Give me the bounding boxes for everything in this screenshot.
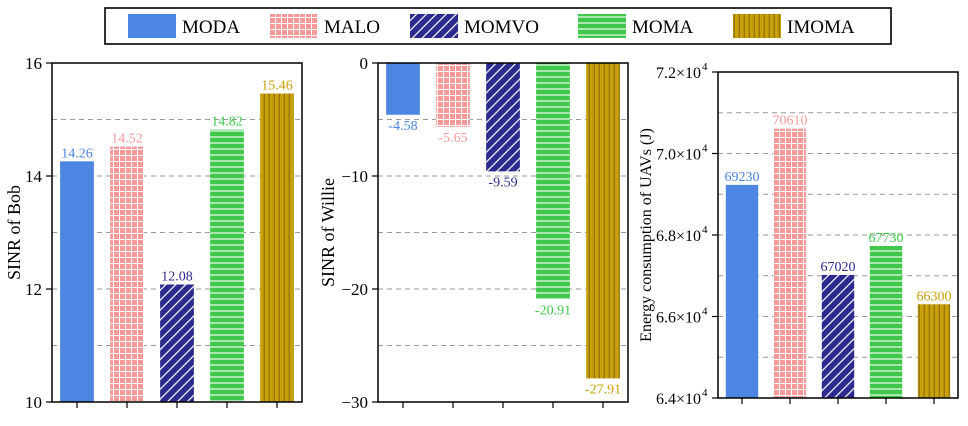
legend-swatch-momvo (410, 14, 458, 38)
y-tick-exponent: 4 (702, 224, 708, 236)
chart-panel-2: -4.58 -5.65 -9.59 -20.91 -27.91 0 −10 −20 −30 SIN… (318, 54, 629, 412)
bar-momvo (486, 63, 520, 172)
bar-imoma (917, 304, 951, 398)
data-label-momvo: -9.59 (488, 175, 517, 190)
data-label-moma: 14.82 (211, 115, 243, 130)
y-tick-label: 7.0×10 (656, 147, 701, 164)
bar-imoma (260, 93, 294, 402)
data-label-moma: -20.91 (535, 303, 571, 318)
data-label-imoma: 15.46 (261, 79, 293, 94)
y-tick-exponent: 4 (702, 387, 708, 399)
y-tick-label: 16 (25, 54, 42, 73)
legend-swatch-moda (128, 14, 176, 38)
legend-swatch-malo (270, 14, 318, 38)
bar-malo (773, 128, 807, 398)
legend-label-moda: MODA (182, 17, 240, 38)
y-axis-label: SINR of Willie (318, 178, 338, 287)
legend-swatch-imoma (733, 14, 781, 38)
bar-momvo (821, 274, 855, 398)
y-tick-exponent: 4 (702, 143, 708, 155)
bar-malo (436, 63, 470, 127)
panels: 14.26 14.52 12.08 14.82 15.46 10 12 14 16 SINR of… (4, 54, 959, 412)
bar-moma (869, 246, 903, 398)
y-axis-label: SINR of Bob (4, 185, 24, 280)
bar-malo (110, 146, 144, 402)
data-label-momvo: 67020 (821, 260, 856, 275)
data-label-imoma: 66300 (917, 289, 952, 304)
y-tick-label: 6.4×10 (656, 391, 701, 408)
y-tick-label: 7.2×10 (656, 65, 701, 82)
data-label-moda: 69230 (725, 170, 760, 185)
y-axis-label: Energy consumption of UAVs (J) (638, 128, 655, 342)
y-tick-label: 12 (25, 280, 42, 299)
legend-label-momvo: MOMVO (464, 17, 539, 38)
bar-momvo (160, 284, 194, 402)
data-label-moda: -4.58 (388, 119, 417, 134)
bar-moda (60, 161, 94, 402)
y-tick-label: −10 (341, 167, 368, 186)
legend: MODA MALO MOMVO MOMA IMOMA (104, 7, 892, 45)
y-tick-label: 10 (25, 393, 42, 412)
data-label-imoma: -27.91 (585, 382, 621, 397)
data-label-moma: 67730 (869, 231, 904, 246)
y-tick-label: 0 (360, 54, 369, 73)
data-label-malo: 14.52 (111, 132, 143, 147)
data-label-momvo: 12.08 (161, 269, 193, 284)
legend-label-moma: MOMA (632, 17, 694, 38)
y-tick-label: 6.8×10 (656, 228, 701, 245)
y-tick-exponent: 4 (702, 306, 708, 318)
bar-moma (536, 63, 570, 300)
data-label-malo: -5.65 (438, 131, 467, 146)
bar-moma (210, 129, 244, 403)
data-label-malo: 70610 (773, 114, 808, 129)
chart-panel-1: 14.26 14.52 12.08 14.82 15.46 10 12 14 16 SINR of… (4, 54, 303, 412)
bar-moda (725, 184, 759, 398)
y-tick-label: −30 (341, 393, 368, 412)
y-tick-label: 14 (25, 167, 43, 186)
y-tick-label: −20 (341, 280, 368, 299)
data-label-moda: 14.26 (61, 146, 93, 161)
legend-label-malo: MALO (324, 17, 380, 38)
y-tick-label: 6.6×10 (656, 310, 701, 327)
y-tick-exponent: 4 (702, 61, 708, 73)
legend-swatch-moma (578, 14, 626, 38)
bar-imoma (586, 63, 620, 379)
legend-label-imoma: IMOMA (787, 17, 855, 38)
bar-moda (386, 63, 420, 115)
